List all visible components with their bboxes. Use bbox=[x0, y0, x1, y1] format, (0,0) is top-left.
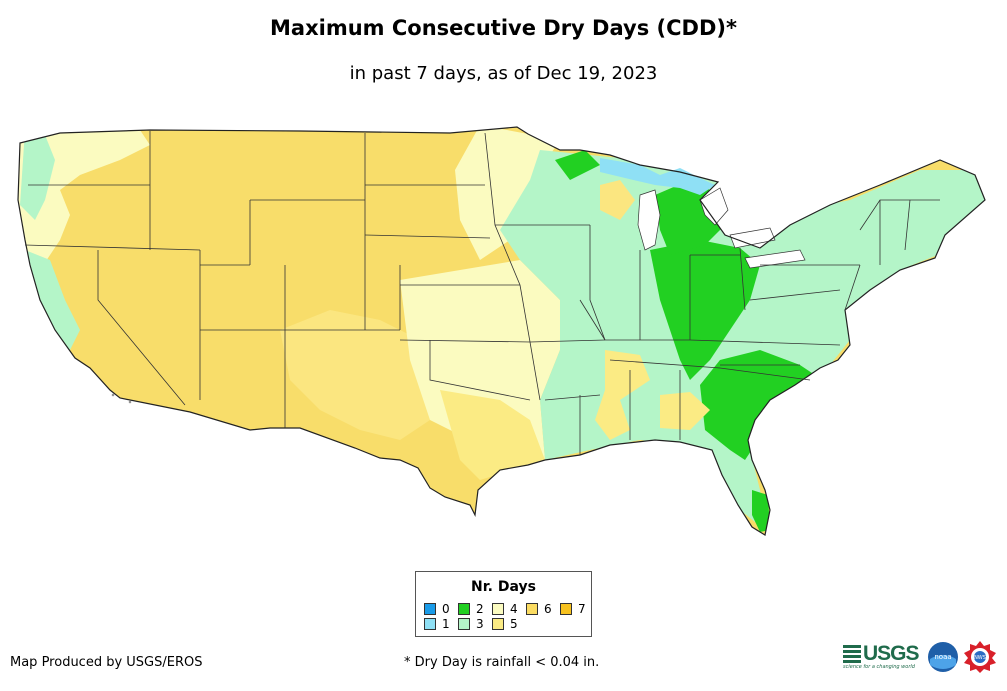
map-credit: Map Produced by USGS/EROS bbox=[10, 655, 203, 670]
legend-item-3: 3 bbox=[458, 617, 484, 631]
legend-item-2: 2 bbox=[458, 602, 484, 616]
legend-swatch bbox=[560, 603, 572, 615]
dry-day-footnote: * Dry Day is rainfall < 0.04 in. bbox=[404, 655, 600, 670]
legend-label: 3 bbox=[476, 617, 484, 631]
legend-item-6: 6 bbox=[526, 602, 552, 616]
legend-label: 4 bbox=[510, 602, 518, 616]
legend-label: 7 bbox=[578, 602, 586, 616]
cdd-regions bbox=[18, 127, 985, 535]
noaa-logo-text: noaa bbox=[934, 653, 951, 661]
usgs-tagline: science for a changing world bbox=[843, 664, 915, 670]
map-title: Maximum Consecutive Dry Days (CDD)* bbox=[270, 16, 737, 40]
nws-logo-text: NWS bbox=[974, 655, 986, 661]
legend-label: 0 bbox=[442, 602, 450, 616]
legend-item-0: 0 bbox=[424, 602, 450, 616]
legend-swatch bbox=[458, 618, 470, 630]
usgs-logo-text: USGS bbox=[863, 642, 920, 665]
legend-item-7: 7 bbox=[560, 602, 586, 616]
state-borders bbox=[24, 131, 940, 455]
legend-swatch bbox=[492, 603, 504, 615]
legend-swatch bbox=[424, 603, 436, 615]
legend-label: 5 bbox=[510, 617, 518, 631]
legend-label: 1 bbox=[442, 617, 450, 631]
legend-label: 2 bbox=[476, 602, 484, 616]
legend-swatch bbox=[458, 603, 470, 615]
legend-title: Nr. Days bbox=[471, 579, 536, 595]
legend-swatch bbox=[526, 603, 538, 615]
noaa-logo-icon: noaa bbox=[928, 642, 958, 672]
map-subtitle: in past 7 days, as of Dec 19, 2023 bbox=[349, 63, 658, 84]
legend-swatch bbox=[492, 618, 504, 630]
legend-item-1: 1 bbox=[424, 617, 450, 631]
legend-item-4: 4 bbox=[492, 602, 518, 616]
legend-item-5: 5 bbox=[492, 617, 518, 631]
nws-logo-icon: NWS bbox=[964, 641, 996, 673]
usgs-wave-icon bbox=[843, 645, 861, 663]
legend-swatch bbox=[424, 618, 436, 630]
usgs-logo: USGS science for a changing world bbox=[843, 642, 923, 672]
legend-label: 6 bbox=[544, 602, 552, 616]
agency-logos: USGS science for a changing world noaa N… bbox=[843, 640, 997, 674]
legend: Nr. Days 0 1 2 3 4 5 6 7 bbox=[415, 571, 592, 637]
